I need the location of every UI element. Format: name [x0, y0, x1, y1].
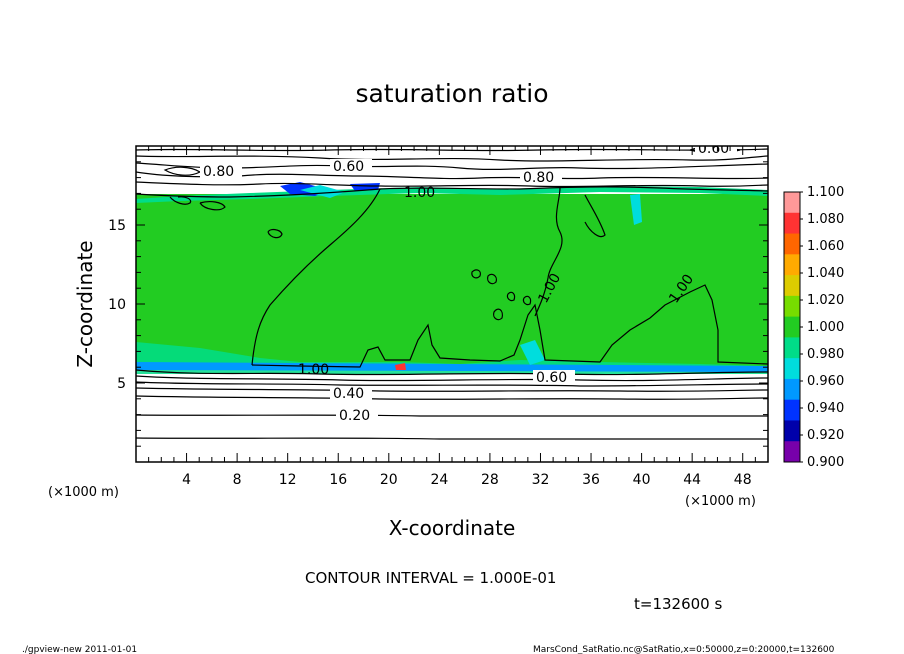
chart-title: saturation ratio	[355, 79, 548, 108]
colorbar-swatch	[784, 275, 800, 297]
contour-label-bg	[200, 164, 242, 178]
colorbar-label: 1.060	[807, 239, 844, 254]
colorbar-label: 1.000	[807, 320, 844, 335]
red-patch	[395, 363, 406, 370]
contour-label-bg	[330, 159, 372, 173]
contour-label: 0.20	[339, 408, 370, 424]
top-fringe	[136, 186, 768, 203]
contour-label: 0.60	[536, 370, 567, 386]
colorbar-swatch	[784, 254, 800, 276]
x-tick-label: 32	[532, 472, 550, 488]
colorbar-swatch	[784, 233, 800, 255]
contour-label: 0.80	[523, 170, 554, 186]
x-tick-label: 4	[182, 472, 191, 488]
colorbar-label: 1.020	[807, 293, 844, 308]
time-label: t=132600 s	[634, 595, 722, 613]
plot-field: 0.60 0.60 0.80 0.80 1.00 1.00 1.00 1.00 …	[136, 141, 768, 462]
y-tick-label: 10	[108, 297, 126, 313]
bottom-blue-band	[136, 362, 768, 372]
x-axis: 4 8 12 16 20 24 28 32 36 40 44 48	[135, 146, 769, 488]
colorbar-label: 0.960	[807, 374, 844, 389]
x-unit-label: (×1000 m)	[685, 494, 756, 509]
y-tick-label: 5	[117, 376, 126, 392]
colorbar-swatch	[784, 192, 800, 214]
contour-label-bg	[520, 170, 562, 184]
contour-label: 0.80	[203, 164, 234, 180]
x-tick-label: 36	[582, 472, 600, 488]
colorbar-swatch	[784, 295, 800, 318]
colorbar-swatch	[784, 441, 800, 463]
x-tick-label: 8	[233, 472, 242, 488]
contour-label: 0.60	[333, 159, 364, 175]
colorbar-swatch	[784, 420, 800, 442]
colorbar-label: 1.080	[807, 212, 844, 227]
y-unit-label: (×1000 m)	[48, 485, 119, 500]
contour-label-bg	[336, 408, 378, 422]
colorbar: 1.100 1.080 1.060 1.040 1.020 1.000 0.980 0.960…	[783, 185, 844, 470]
colorbar-swatch	[784, 212, 800, 235]
contour-interval: CONTOUR INTERVAL = 1.000E-01	[305, 569, 556, 587]
colorbar-label: 0.900	[807, 455, 844, 470]
x-axis-label: X-coordinate	[389, 516, 516, 540]
x-tick-label: 24	[430, 472, 448, 488]
cyan-patch	[630, 194, 642, 225]
x-tick-label: 16	[329, 472, 347, 488]
contour-label: 0.40	[333, 386, 364, 402]
cyan-patch	[300, 185, 345, 198]
colorbar-swatch	[784, 316, 800, 338]
colorbar-label: 0.920	[807, 428, 844, 443]
colorbar-label: 1.100	[807, 185, 844, 200]
saturated-region	[136, 194, 768, 370]
saturation-contours	[136, 186, 768, 368]
x-tick-label: 20	[380, 472, 398, 488]
x-tick-label: 48	[734, 472, 752, 488]
colorbar-swatch	[784, 358, 800, 380]
x-tick-label: 28	[481, 472, 499, 488]
lower-contours	[136, 369, 768, 440]
x-tick-label: 40	[633, 472, 651, 488]
y-tick-label: 15	[108, 218, 126, 234]
x-tick-label: 44	[683, 472, 701, 488]
colorbar-swatch	[784, 337, 800, 359]
colorbar-swatch	[784, 399, 800, 421]
x-tick-label: 12	[279, 472, 297, 488]
contour-label: 1.00	[298, 362, 329, 378]
contour-label-bg	[330, 386, 372, 400]
contour-label: 0.60	[698, 141, 729, 157]
contour-label-bg	[695, 146, 737, 155]
colorbar-label: 1.040	[807, 266, 844, 281]
contour-label-bg	[533, 370, 575, 384]
y-axis: 5 10 15	[108, 145, 768, 463]
y-axis-label: Z-coordinate	[73, 240, 97, 367]
cyan-patch	[520, 340, 545, 365]
footer-left: ./gpview-new 2011-01-01	[22, 645, 137, 654]
colorbar-swatch	[784, 378, 800, 401]
colorbar-label: 0.980	[807, 347, 844, 362]
contour-label: 1.00	[404, 185, 435, 201]
colorbar-label: 0.940	[807, 401, 844, 416]
footer-right: MarsCond_SatRatio.nc@SatRatio,x=0:50000,…	[533, 645, 835, 654]
